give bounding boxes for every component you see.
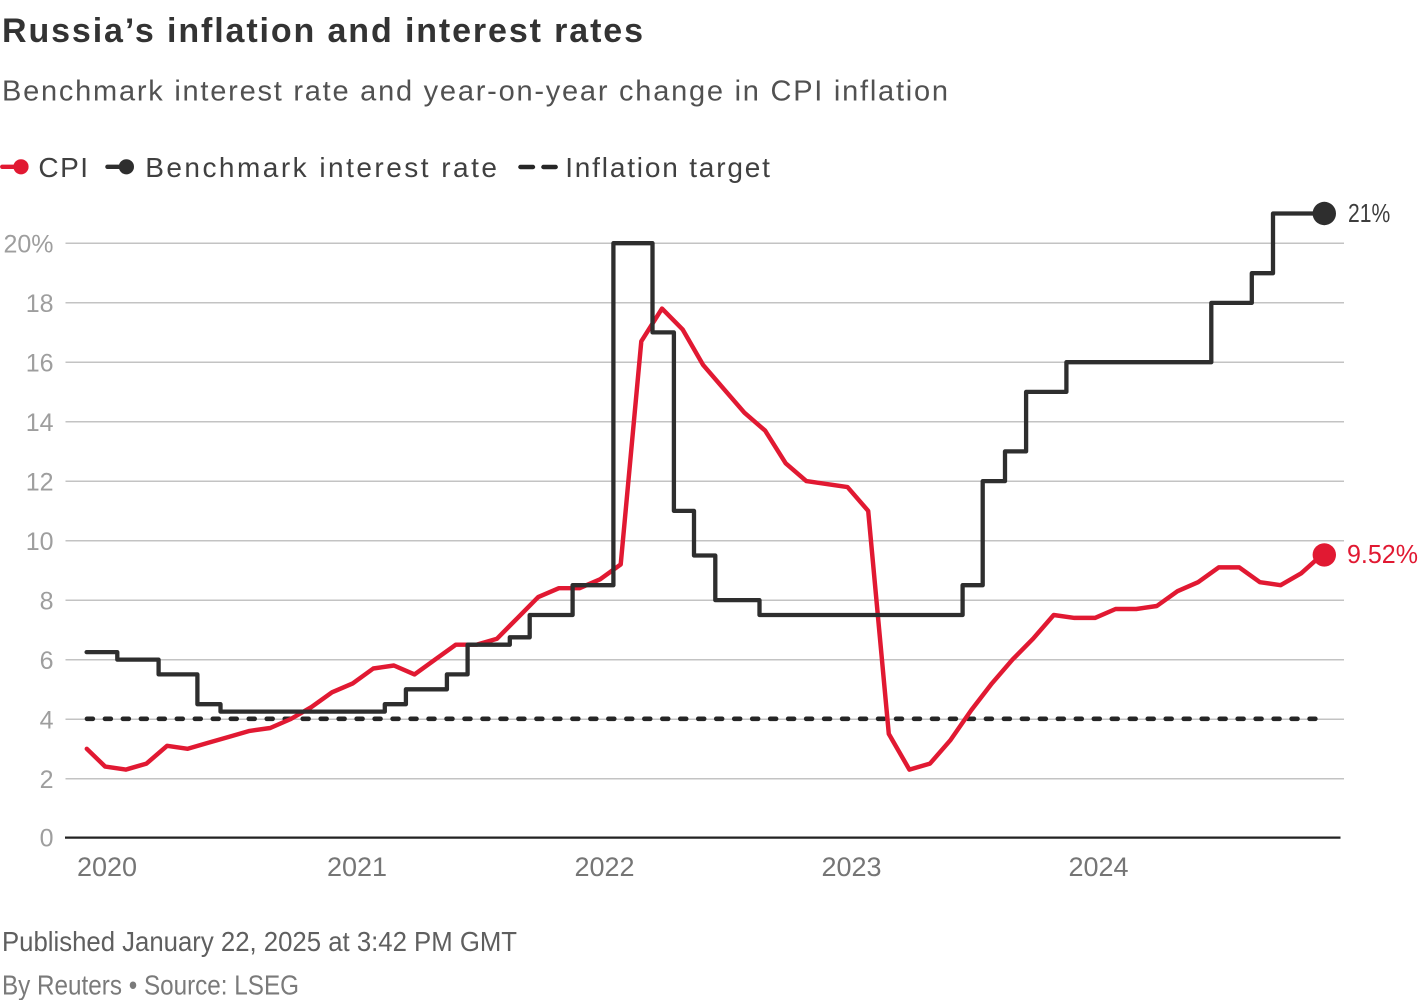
svg-text:2020: 2020 xyxy=(77,852,137,882)
svg-text:14: 14 xyxy=(26,409,54,437)
svg-text:Benchmark interest rate: Benchmark interest rate xyxy=(145,152,497,183)
svg-text:2023: 2023 xyxy=(821,852,881,882)
svg-text:Benchmark interest rate and ye: Benchmark interest rate and year-on-year… xyxy=(2,76,948,108)
svg-text:Russia’s inflation and interes: Russia’s inflation and interest rates xyxy=(2,12,643,50)
svg-text:0: 0 xyxy=(40,825,54,853)
svg-text:8: 8 xyxy=(40,587,54,615)
svg-text:18: 18 xyxy=(26,290,54,318)
svg-text:9.52%: 9.52% xyxy=(1347,539,1418,569)
svg-text:Inflation target: Inflation target xyxy=(565,152,770,183)
svg-text:20%: 20% xyxy=(3,230,53,258)
svg-text:By Reuters • Source: LSEG: By Reuters • Source: LSEG xyxy=(2,969,299,1000)
svg-text:16: 16 xyxy=(26,349,54,377)
svg-text:21%: 21% xyxy=(1348,198,1390,228)
svg-text:4: 4 xyxy=(40,706,54,734)
svg-text:12: 12 xyxy=(26,468,54,496)
svg-text:2021: 2021 xyxy=(327,852,387,882)
svg-text:2024: 2024 xyxy=(1068,852,1128,882)
svg-text:Published January 22, 2025 at: Published January 22, 2025 at 3:42 PM GM… xyxy=(2,926,517,957)
svg-text:6: 6 xyxy=(40,647,54,675)
svg-text:10: 10 xyxy=(26,528,54,556)
svg-text:2: 2 xyxy=(40,766,54,794)
svg-text:CPI: CPI xyxy=(38,152,88,183)
svg-text:2022: 2022 xyxy=(574,852,634,882)
